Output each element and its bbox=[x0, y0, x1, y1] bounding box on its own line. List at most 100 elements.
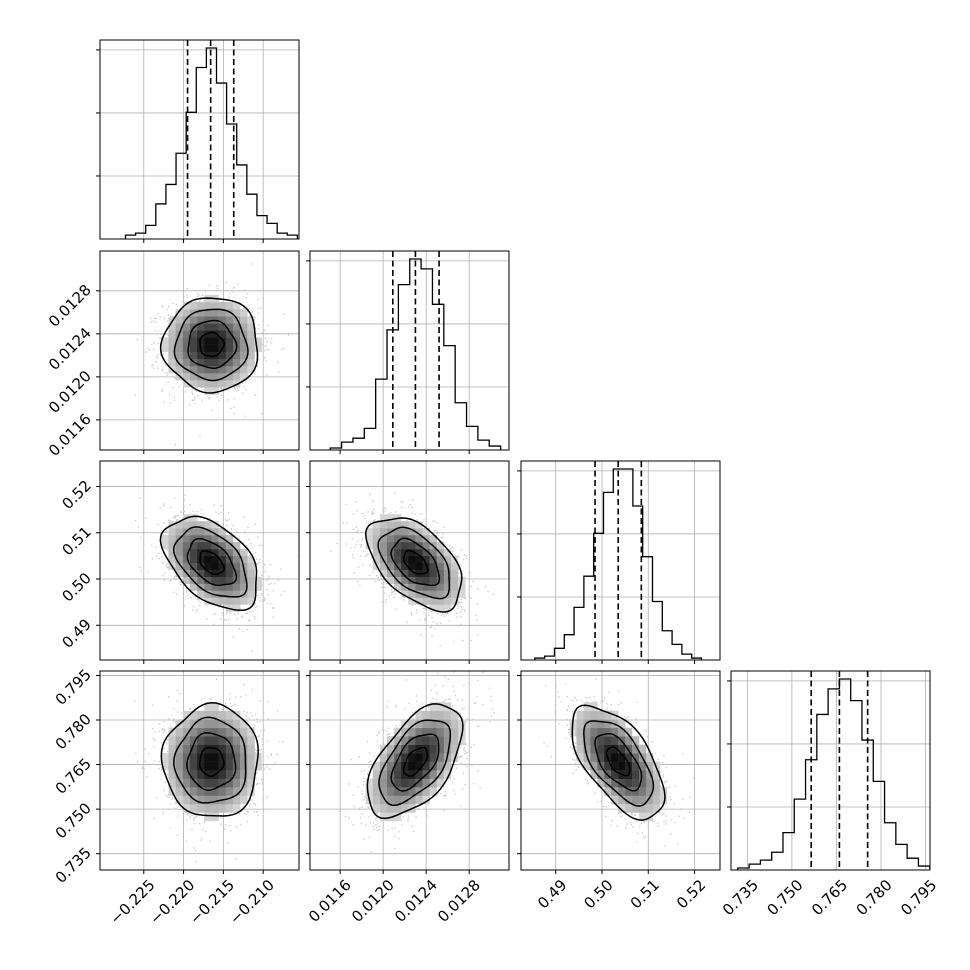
hist-bar bbox=[421, 269, 432, 450]
density-cell bbox=[204, 380, 212, 388]
density-cell bbox=[204, 803, 212, 813]
density-cell bbox=[597, 770, 605, 779]
density-cell bbox=[372, 542, 381, 550]
density-cell bbox=[422, 778, 430, 788]
density-cell bbox=[232, 744, 241, 754]
density-cell bbox=[175, 358, 184, 367]
density-cell bbox=[225, 569, 234, 577]
density-cell bbox=[175, 365, 184, 374]
contour-line bbox=[390, 733, 440, 792]
density-cell bbox=[189, 316, 198, 324]
density-cell bbox=[450, 576, 459, 584]
density-cell bbox=[422, 548, 430, 557]
density-cell bbox=[175, 555, 184, 564]
hist-bar bbox=[564, 635, 574, 660]
contour-line bbox=[199, 331, 225, 357]
density-cell bbox=[408, 548, 416, 557]
density-cell bbox=[422, 583, 430, 591]
density-cell bbox=[611, 795, 619, 805]
density-cell bbox=[450, 736, 459, 745]
density-cell bbox=[211, 727, 219, 737]
density-cell bbox=[240, 323, 248, 331]
density-cell bbox=[211, 753, 219, 762]
density-cell bbox=[597, 719, 605, 729]
density-cell bbox=[394, 795, 402, 805]
y-tick-label: 0.0124 bbox=[45, 324, 95, 374]
density-cell bbox=[597, 753, 605, 762]
density-cell bbox=[422, 787, 430, 796]
density-cell bbox=[379, 548, 388, 557]
density-panel-1-0 bbox=[96, 250, 300, 454]
density-cell bbox=[401, 528, 409, 536]
density-cell bbox=[576, 719, 584, 729]
density-cell bbox=[232, 373, 241, 381]
density-cell bbox=[240, 548, 248, 557]
density-cell bbox=[225, 365, 234, 374]
density-cell bbox=[387, 555, 395, 564]
density-cell bbox=[168, 727, 176, 737]
density-cell bbox=[450, 710, 459, 720]
density-cell bbox=[247, 753, 255, 762]
contour-line bbox=[605, 746, 631, 777]
density-cell bbox=[659, 787, 667, 796]
density-cell bbox=[443, 761, 452, 771]
density-cell bbox=[211, 736, 219, 745]
density-cell bbox=[408, 542, 416, 550]
density-cell bbox=[458, 719, 466, 729]
density-cell bbox=[225, 727, 234, 737]
density-cell bbox=[415, 576, 423, 584]
density-cell bbox=[394, 812, 402, 822]
hist-bar bbox=[410, 259, 421, 450]
density-cell bbox=[182, 727, 191, 737]
density-cell bbox=[175, 323, 184, 331]
density-cell bbox=[436, 555, 445, 564]
x-tick-label: 0.780 bbox=[853, 876, 896, 919]
density-cell bbox=[168, 330, 176, 338]
density-cell bbox=[197, 380, 205, 388]
density-cell bbox=[576, 744, 584, 754]
density-cell bbox=[189, 761, 198, 771]
density-cell bbox=[379, 514, 388, 522]
density-cell bbox=[429, 562, 437, 570]
contour-line bbox=[159, 297, 259, 394]
hist-bar bbox=[603, 492, 613, 660]
density-cell bbox=[415, 535, 423, 543]
density-cell bbox=[415, 719, 423, 729]
density-cell bbox=[611, 770, 619, 779]
density-cell bbox=[175, 309, 184, 317]
sample-points bbox=[543, 678, 695, 847]
contour-line bbox=[198, 747, 225, 778]
hist-bar bbox=[682, 654, 692, 660]
contour-line bbox=[159, 515, 258, 612]
density-cell bbox=[168, 337, 176, 345]
density-cell bbox=[168, 358, 176, 367]
density-cell bbox=[211, 521, 219, 529]
hist-bar bbox=[247, 194, 257, 239]
density-cell bbox=[197, 576, 205, 584]
density-cell bbox=[387, 521, 395, 529]
density-cell bbox=[408, 753, 416, 762]
density-cell bbox=[387, 778, 395, 788]
density-cell bbox=[422, 736, 430, 745]
density-cell bbox=[247, 330, 255, 338]
density-cell bbox=[401, 795, 409, 805]
density-cell bbox=[161, 344, 169, 352]
density-cell bbox=[189, 514, 198, 522]
density-cell bbox=[175, 542, 184, 550]
density-cell bbox=[182, 736, 191, 745]
density-cell bbox=[394, 753, 402, 762]
density-cell bbox=[168, 736, 176, 745]
density-cell bbox=[415, 555, 423, 564]
density-cell bbox=[232, 309, 241, 317]
hist-bar bbox=[257, 216, 267, 239]
density-cell bbox=[204, 753, 212, 762]
density-cell bbox=[182, 542, 191, 550]
density-cell bbox=[247, 358, 255, 367]
density-cell bbox=[197, 787, 205, 796]
density-cell bbox=[429, 535, 437, 543]
density-cell bbox=[639, 803, 647, 813]
density-cell bbox=[182, 521, 191, 529]
density-cell bbox=[401, 562, 409, 570]
density-cell bbox=[639, 787, 647, 796]
